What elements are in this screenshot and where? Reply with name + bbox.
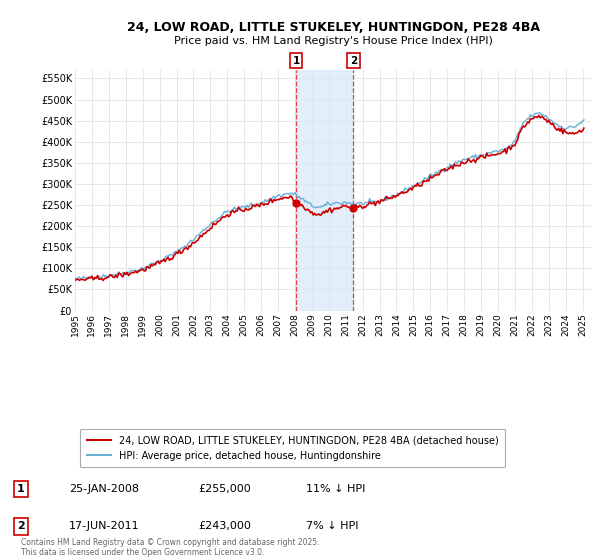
Text: 1: 1 (292, 56, 300, 66)
Bar (296, 70, 353, 311)
Text: £243,000: £243,000 (198, 521, 251, 531)
Text: 11% ↓ HPI: 11% ↓ HPI (306, 484, 365, 494)
Text: 1: 1 (17, 484, 25, 494)
Text: £255,000: £255,000 (198, 484, 251, 494)
Text: 25-JAN-2008: 25-JAN-2008 (69, 484, 139, 494)
Text: 2: 2 (350, 56, 357, 66)
Text: 24, LOW ROAD, LITTLE STUKELEY, HUNTINGDON, PE28 4BA: 24, LOW ROAD, LITTLE STUKELEY, HUNTINGDO… (127, 21, 539, 34)
Text: Price paid vs. HM Land Registry's House Price Index (HPI): Price paid vs. HM Land Registry's House … (173, 36, 493, 46)
Legend: 24, LOW ROAD, LITTLE STUKELEY, HUNTINGDON, PE28 4BA (detached house), HPI: Avera: 24, LOW ROAD, LITTLE STUKELEY, HUNTINGDO… (80, 428, 505, 468)
Text: 7% ↓ HPI: 7% ↓ HPI (306, 521, 359, 531)
Text: 17-JUN-2011: 17-JUN-2011 (69, 521, 140, 531)
Text: 2: 2 (17, 521, 25, 531)
Text: Contains HM Land Registry data © Crown copyright and database right 2025.
This d: Contains HM Land Registry data © Crown c… (21, 538, 320, 557)
